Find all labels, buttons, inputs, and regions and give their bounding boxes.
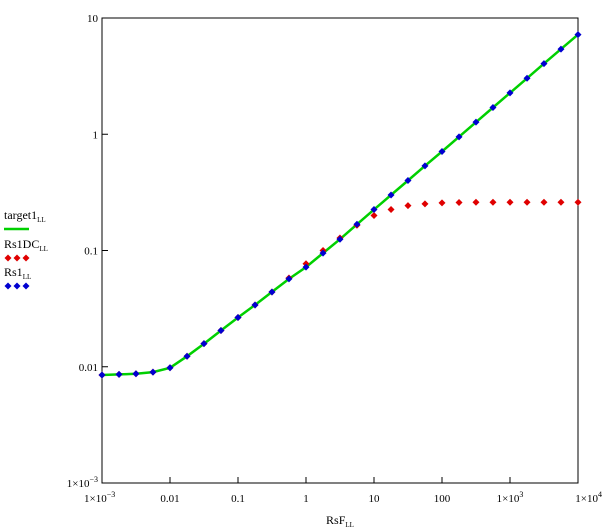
series-point-Rs1DC: [557, 198, 565, 206]
series-point-Rs1DC: [540, 198, 548, 206]
series-point-Rs1: [421, 162, 429, 170]
legend-label-Rs1DC: Rs1DCLL: [4, 237, 48, 253]
y-tick-label: 0.01: [79, 362, 98, 374]
x-tick-label: 100: [434, 493, 451, 505]
series-point-Rs1: [336, 235, 344, 243]
legend-swatch-Rs1: [4, 282, 12, 290]
series-point-Rs1: [540, 60, 548, 68]
series-point-Rs1: [319, 249, 327, 257]
plot-frame: [101, 17, 579, 484]
series-point-Rs1: [302, 263, 310, 271]
series-point-Rs1: [251, 301, 259, 309]
series-point-Rs1: [387, 191, 395, 199]
x-tick-label: 1×10−3: [84, 490, 115, 505]
series-group: [98, 31, 582, 379]
legend-label-target1: target1LL: [4, 208, 46, 224]
series-point-Rs1: [370, 206, 378, 214]
series-point-Rs1: [166, 364, 174, 372]
series-point-Rs1DC: [574, 198, 582, 206]
y-tick-label: 10: [87, 13, 99, 25]
series-point-Rs1: [455, 133, 463, 141]
series-line-target1: [101, 33, 579, 377]
x-tick-label: 0.01: [160, 493, 179, 505]
series-point-Rs1: [353, 220, 361, 228]
series-point-Rs1DC: [506, 198, 514, 206]
series-point-Rs1: [217, 327, 225, 335]
series-point-Rs1: [285, 275, 293, 283]
series-point-Rs1DC: [404, 202, 412, 210]
series-point-Rs1: [489, 103, 497, 111]
x-tick-label: 10: [369, 493, 381, 505]
legend-label-Rs1: Rs1LL: [4, 265, 31, 281]
series-point-Rs1: [557, 45, 565, 53]
y-tick-label: 0.1: [84, 246, 98, 258]
series-point-Rs1DC: [455, 198, 463, 206]
x-tick-label: 1×104: [575, 490, 602, 505]
series-point-Rs1: [98, 371, 106, 379]
series-point-Rs1: [268, 288, 276, 296]
series-point-Rs1: [132, 370, 140, 378]
legend-swatch-Rs1DC: [4, 254, 12, 262]
legend-swatch-Rs1: [13, 282, 21, 290]
series-point-Rs1: [574, 31, 582, 39]
series-point-Rs1DC: [472, 198, 480, 206]
series-point-Rs1: [234, 314, 242, 322]
axis-ticks: 1×10−3 0.01 0.1 1 10 100 1×103 1×104 1×10−3 0.01 0…: [67, 13, 602, 505]
x-axis-title: RsFLL: [326, 513, 354, 529]
series-point-Rs1DC: [421, 200, 429, 208]
series-point-Rs1: [523, 74, 531, 82]
series-point-Rs1DC: [523, 198, 531, 206]
series-point-Rs1: [472, 118, 480, 126]
legend: target1LL Rs1DCLL Rs1LL: [4, 208, 48, 290]
series-point-Rs1DC: [370, 212, 378, 220]
series-point-Rs1: [438, 148, 446, 156]
legend-swatch-Rs1DC: [22, 254, 30, 262]
x-tick-label: 0.1: [231, 493, 245, 505]
series-point-Rs1DC: [489, 198, 497, 206]
series-point-Rs1: [115, 370, 123, 378]
x-tick-label: 1: [303, 493, 309, 505]
series-point-Rs1: [404, 177, 412, 185]
y-tick-label: 1×10−3: [67, 475, 98, 490]
series-point-Rs1: [183, 352, 191, 360]
series-point-Rs1: [506, 89, 514, 97]
x-tick-label: 1×103: [497, 490, 524, 505]
legend-swatch-Rs1DC: [13, 254, 21, 262]
series-point-Rs1DC: [438, 199, 446, 207]
series-point-Rs1DC: [387, 206, 395, 214]
legend-swatch-Rs1: [22, 282, 30, 290]
series-point-Rs1: [149, 368, 157, 376]
series-point-Rs1: [200, 340, 208, 348]
y-tick-label: 1: [93, 129, 99, 141]
